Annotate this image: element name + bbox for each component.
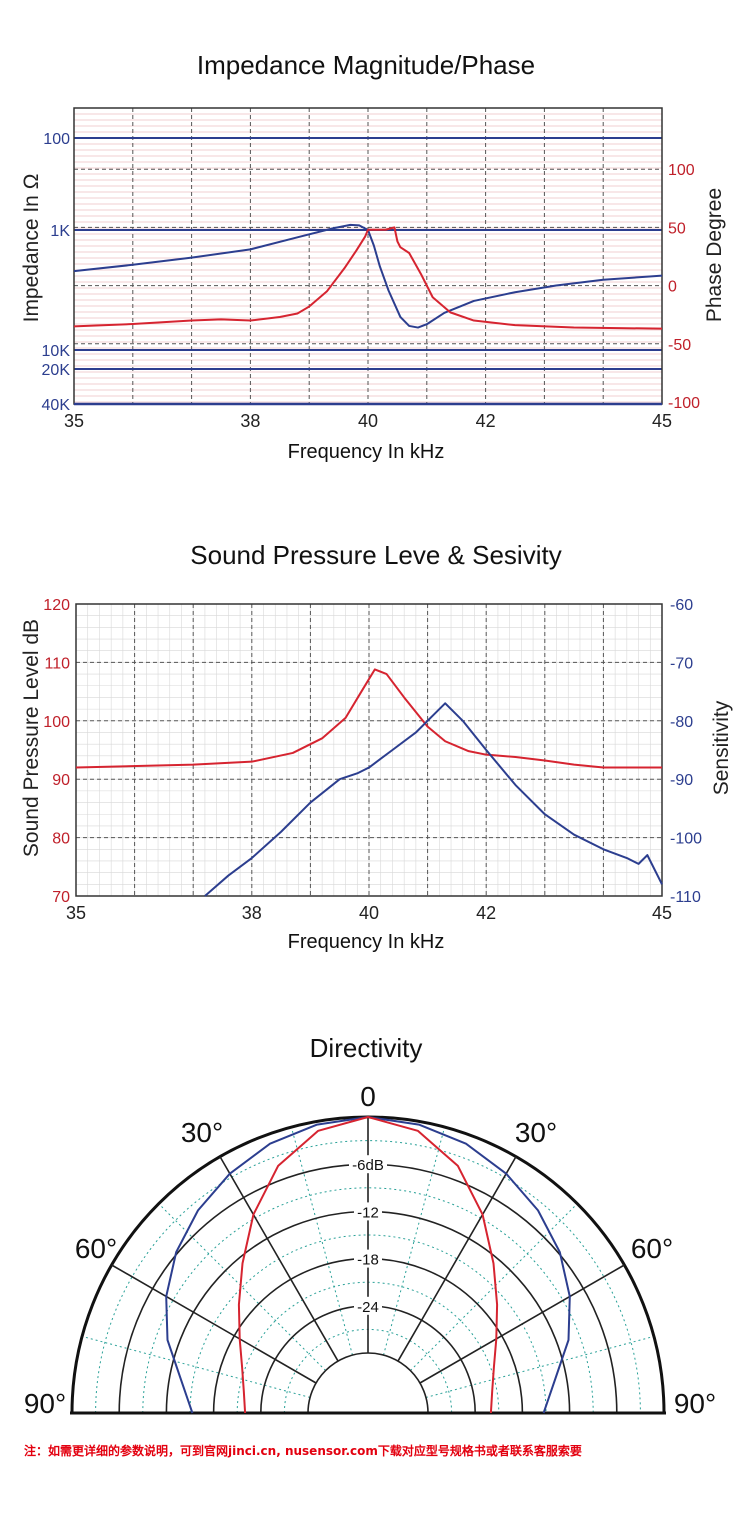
angle-label: 60° bbox=[75, 1233, 117, 1264]
phase-right-axis-label: Phase Degree bbox=[703, 188, 726, 322]
ring-label-bg bbox=[354, 1202, 382, 1221]
minor-ring bbox=[189, 1234, 547, 1414]
minor-radial bbox=[81, 1335, 311, 1398]
x-tick-label: 45 bbox=[652, 903, 672, 923]
angle-label: 60° bbox=[631, 1233, 673, 1264]
impedance-chart-title: Impedance Magnitude/Phase bbox=[197, 50, 535, 80]
phase-tick-label: 0 bbox=[668, 279, 677, 296]
ring-label: -18 bbox=[357, 1252, 379, 1269]
spl-tick-label: 90 bbox=[52, 772, 70, 789]
spl-sensitivity-chart: Sound Pressure Leve & Sesivity 35 38 40 42 4… bbox=[20, 540, 733, 953]
major-radial bbox=[219, 1156, 339, 1362]
phase-tick-label: -100 bbox=[668, 395, 700, 412]
sensitivity-tick-label: -110 bbox=[670, 889, 701, 906]
impedance-tick-label: 1K bbox=[50, 223, 70, 240]
spl-x-axis-label: Frequency In kHz bbox=[288, 931, 445, 953]
major-radial bbox=[111, 1264, 317, 1384]
minor-radial bbox=[290, 1126, 353, 1356]
spl-tick-label: 70 bbox=[52, 889, 70, 906]
series-line-sensitivity bbox=[204, 702, 663, 897]
sensitivity-tick-label: -70 bbox=[670, 655, 693, 672]
x-tick-label: 38 bbox=[240, 411, 260, 431]
x-tick-label: 38 bbox=[242, 903, 262, 923]
major-radial bbox=[397, 1156, 517, 1362]
impedance-x-axis-label: Frequency In kHz bbox=[288, 441, 445, 463]
impedance-tick-label: 20K bbox=[42, 362, 71, 379]
ring-label: -24 bbox=[357, 1299, 379, 1316]
spl-tick-label: 120 bbox=[43, 597, 70, 614]
ring-label-bg bbox=[354, 1296, 382, 1315]
spl-tick-label: 80 bbox=[52, 831, 70, 848]
x-tick-label: 40 bbox=[358, 411, 378, 431]
x-tick-label: 40 bbox=[359, 903, 379, 923]
minor-radial bbox=[425, 1335, 655, 1398]
x-tick-label: 42 bbox=[476, 411, 496, 431]
phase-tick-label: 50 bbox=[668, 220, 686, 237]
angle-label: 90° bbox=[674, 1388, 716, 1419]
impedance-phase-chart: Impedance Magnitude/Phase 35 38 40 42 45 100 1… bbox=[20, 50, 726, 463]
impedance-left-axis-label: Impedance In Ω bbox=[20, 174, 43, 323]
minor-ring bbox=[95, 1140, 641, 1414]
sensitivity-right-axis-label: Sensitivity bbox=[710, 700, 733, 795]
sensitivity-tick-label: -90 bbox=[670, 772, 693, 789]
x-tick-label: 35 bbox=[66, 903, 86, 923]
directivity-chart: Directivity -6dB -12 -18 -24 0 30° 30° 60° 60° 90… bbox=[24, 1033, 716, 1419]
ring-label-bg bbox=[349, 1155, 387, 1174]
plot-frame bbox=[75, 603, 663, 897]
x-tick-label: 45 bbox=[652, 411, 672, 431]
impedance-tick-label: 100 bbox=[43, 131, 70, 148]
spl-tick-label: 110 bbox=[44, 655, 70, 672]
sensitivity-tick-label: -100 bbox=[670, 831, 702, 848]
minor-radial bbox=[410, 1203, 578, 1371]
series-line-sound-pressure-level bbox=[75, 668, 662, 769]
inner-ring bbox=[307, 1352, 429, 1414]
series-line-phase bbox=[73, 226, 663, 330]
angle-label: 30° bbox=[181, 1117, 223, 1148]
directivity-chart-title: Directivity bbox=[310, 1033, 423, 1063]
minor-radial bbox=[158, 1203, 326, 1371]
directivity-pattern-red bbox=[237, 1116, 499, 1414]
footer-note: 注：如需更详细的参数说明，可到官网jinci.cn, nusensor.com下… bbox=[24, 1444, 582, 1458]
phase-tick-label: -50 bbox=[668, 337, 691, 354]
series-line-impedance bbox=[73, 223, 663, 329]
ring-label: -12 bbox=[357, 1204, 379, 1221]
spl-chart-title: Sound Pressure Leve & Sesivity bbox=[190, 540, 561, 570]
spl-tick-label: 100 bbox=[43, 714, 70, 731]
impedance-tick-label: 10K bbox=[42, 343, 71, 360]
angle-label: 0 bbox=[360, 1081, 376, 1112]
ring-label: -6dB bbox=[352, 1157, 384, 1174]
minor-radial bbox=[383, 1126, 446, 1356]
ring-label-bg bbox=[354, 1249, 382, 1268]
angle-label: 90° bbox=[24, 1388, 66, 1419]
major-radial bbox=[419, 1264, 625, 1384]
angle-label: 30° bbox=[515, 1117, 557, 1148]
x-tick-label: 42 bbox=[476, 903, 496, 923]
phase-tick-label: 100 bbox=[668, 162, 695, 179]
sensitivity-tick-label: -80 bbox=[670, 714, 693, 731]
sensitivity-tick-label: -60 bbox=[670, 597, 693, 614]
spl-left-axis-label: Sound Pressure Level dB bbox=[20, 619, 43, 857]
x-tick-label: 35 bbox=[64, 411, 84, 431]
impedance-tick-label: 40K bbox=[42, 397, 71, 414]
datasheet-charts: Impedance Magnitude/Phase 35 38 40 42 45 100 1… bbox=[20, 50, 733, 1419]
